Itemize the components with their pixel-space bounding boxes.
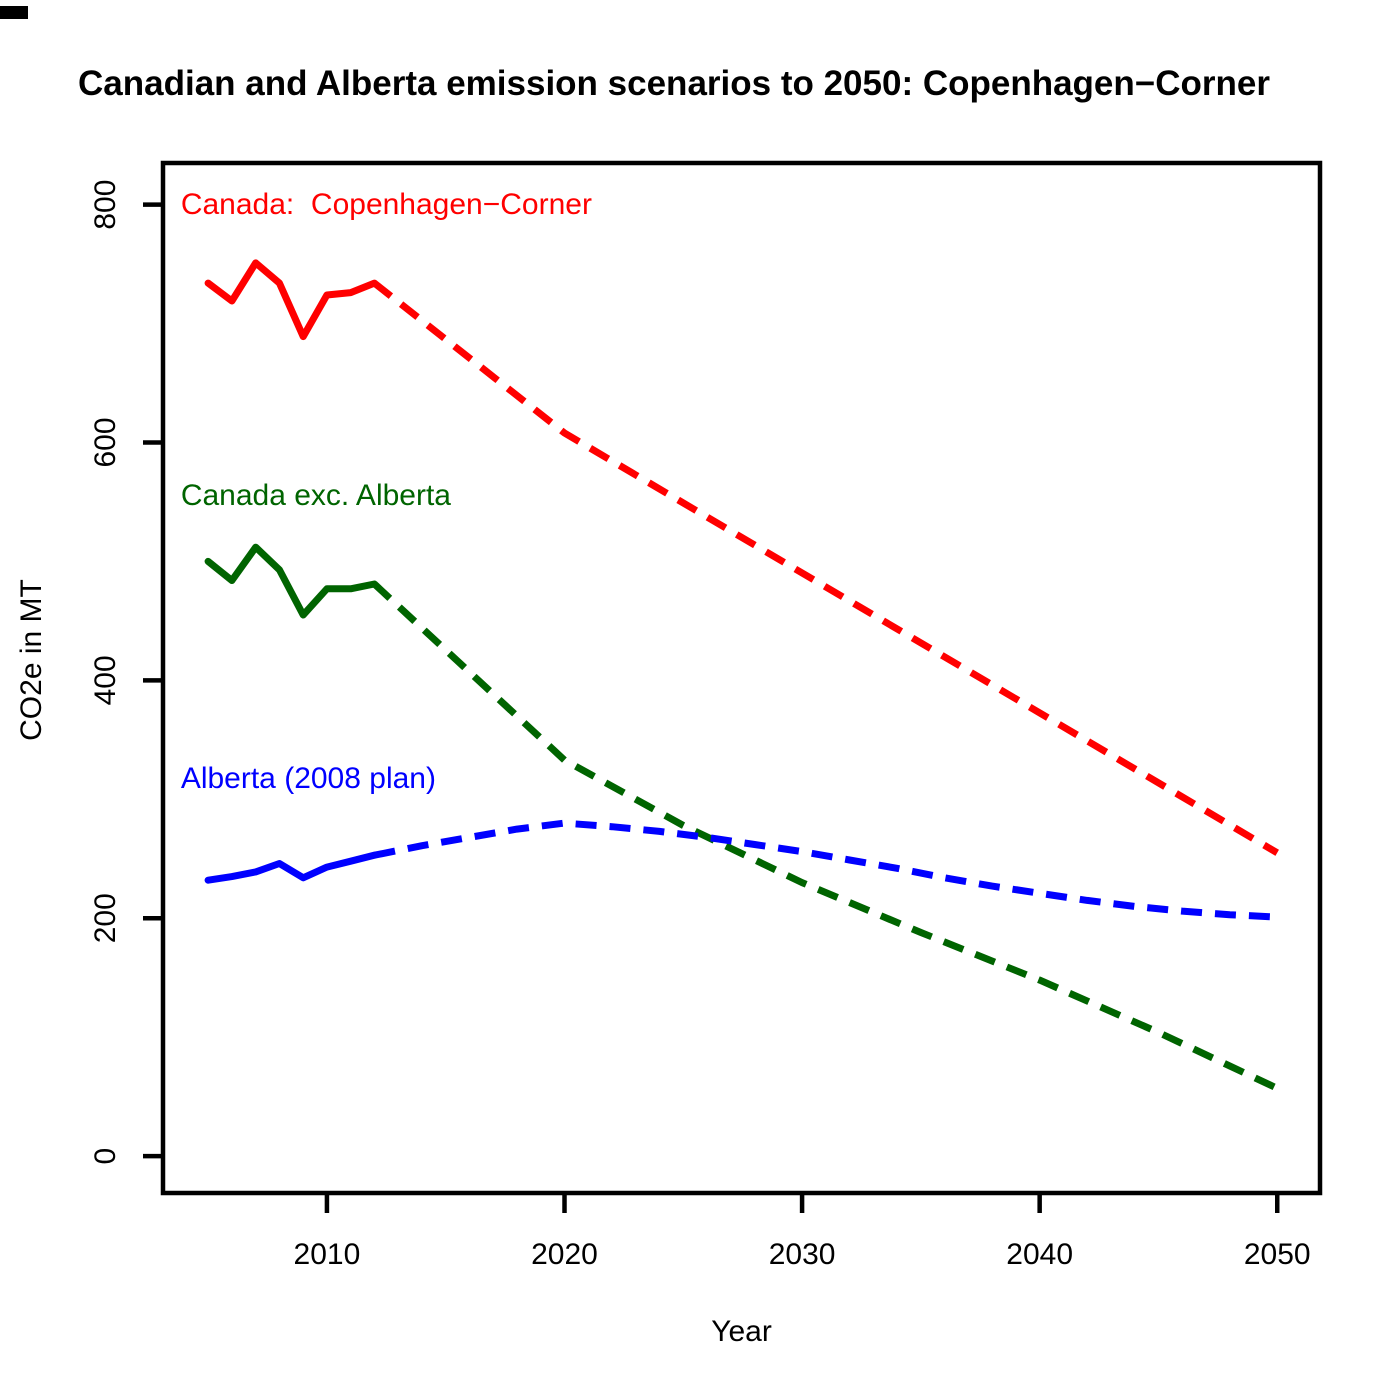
plot-box bbox=[160, 160, 1323, 1196]
series-alberta-2008-plan-solid bbox=[204, 851, 378, 884]
y-tick-label: 600 bbox=[89, 417, 122, 467]
series-canada-exc-alberta-solid bbox=[204, 543, 378, 619]
x-tick-label: 2040 bbox=[1006, 1238, 1073, 1271]
series-label-alberta-2008-plan: Alberta (2008 plan) bbox=[180, 761, 436, 795]
x-tick-label: 2010 bbox=[294, 1238, 361, 1271]
chart-title: Canadian and Alberta emission scenarios … bbox=[78, 64, 1270, 103]
x-tick-label: 2050 bbox=[1244, 1238, 1311, 1271]
y-axis-title: CO2e in MT bbox=[15, 579, 48, 741]
y-tick-label: 800 bbox=[89, 180, 122, 230]
series-alberta-2008-plan-dashed bbox=[373, 819, 1278, 921]
y-tick-label: 200 bbox=[89, 893, 122, 943]
corner-artifact bbox=[0, 6, 28, 19]
x-tick-label: 2030 bbox=[769, 1238, 836, 1271]
series-label-canada-copenhagen-corner: Canada: Copenhagen−Corner bbox=[180, 188, 592, 222]
x-axis-title: Year bbox=[711, 1315, 772, 1348]
series-canada-copenhagen-corner-solid bbox=[204, 259, 378, 341]
y-tick-label: 400 bbox=[89, 655, 122, 705]
series-canada-exc-alberta-dashed bbox=[372, 581, 1279, 1092]
series-label-canada-exc-alberta: Canada exc. Alberta bbox=[180, 478, 451, 512]
x-tick-label: 2020 bbox=[531, 1238, 598, 1271]
series-canada-copenhagen-corner-dashed bbox=[372, 280, 1279, 856]
y-tick-label: 0 bbox=[89, 1148, 122, 1165]
